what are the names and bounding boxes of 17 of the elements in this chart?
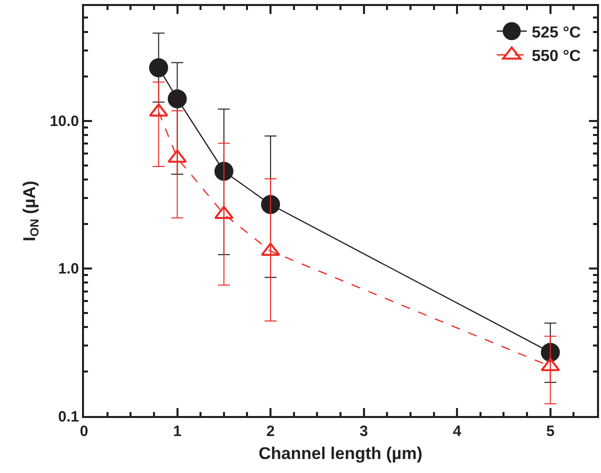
x-axis-title: Channel length (µm) xyxy=(258,444,422,463)
x-tick-label: 5 xyxy=(546,423,555,440)
x-tick-label: 3 xyxy=(360,423,368,440)
x-tick-label: 4 xyxy=(452,423,462,440)
point xyxy=(214,162,234,181)
point xyxy=(168,89,187,108)
point xyxy=(149,58,168,78)
legend-label: 550 °C xyxy=(532,48,582,66)
x-tick-label: 2 xyxy=(266,423,275,440)
point xyxy=(261,195,280,214)
legend-label: 525 °C xyxy=(532,24,582,42)
y-tick-label: 1.0 xyxy=(58,260,79,278)
point xyxy=(540,358,560,372)
x-tick-label: 0 xyxy=(80,423,88,440)
x-tick-label: 1 xyxy=(173,423,182,440)
y-tick-label: 10.0 xyxy=(50,113,79,130)
y-tick-label: 0.1 xyxy=(58,408,79,426)
